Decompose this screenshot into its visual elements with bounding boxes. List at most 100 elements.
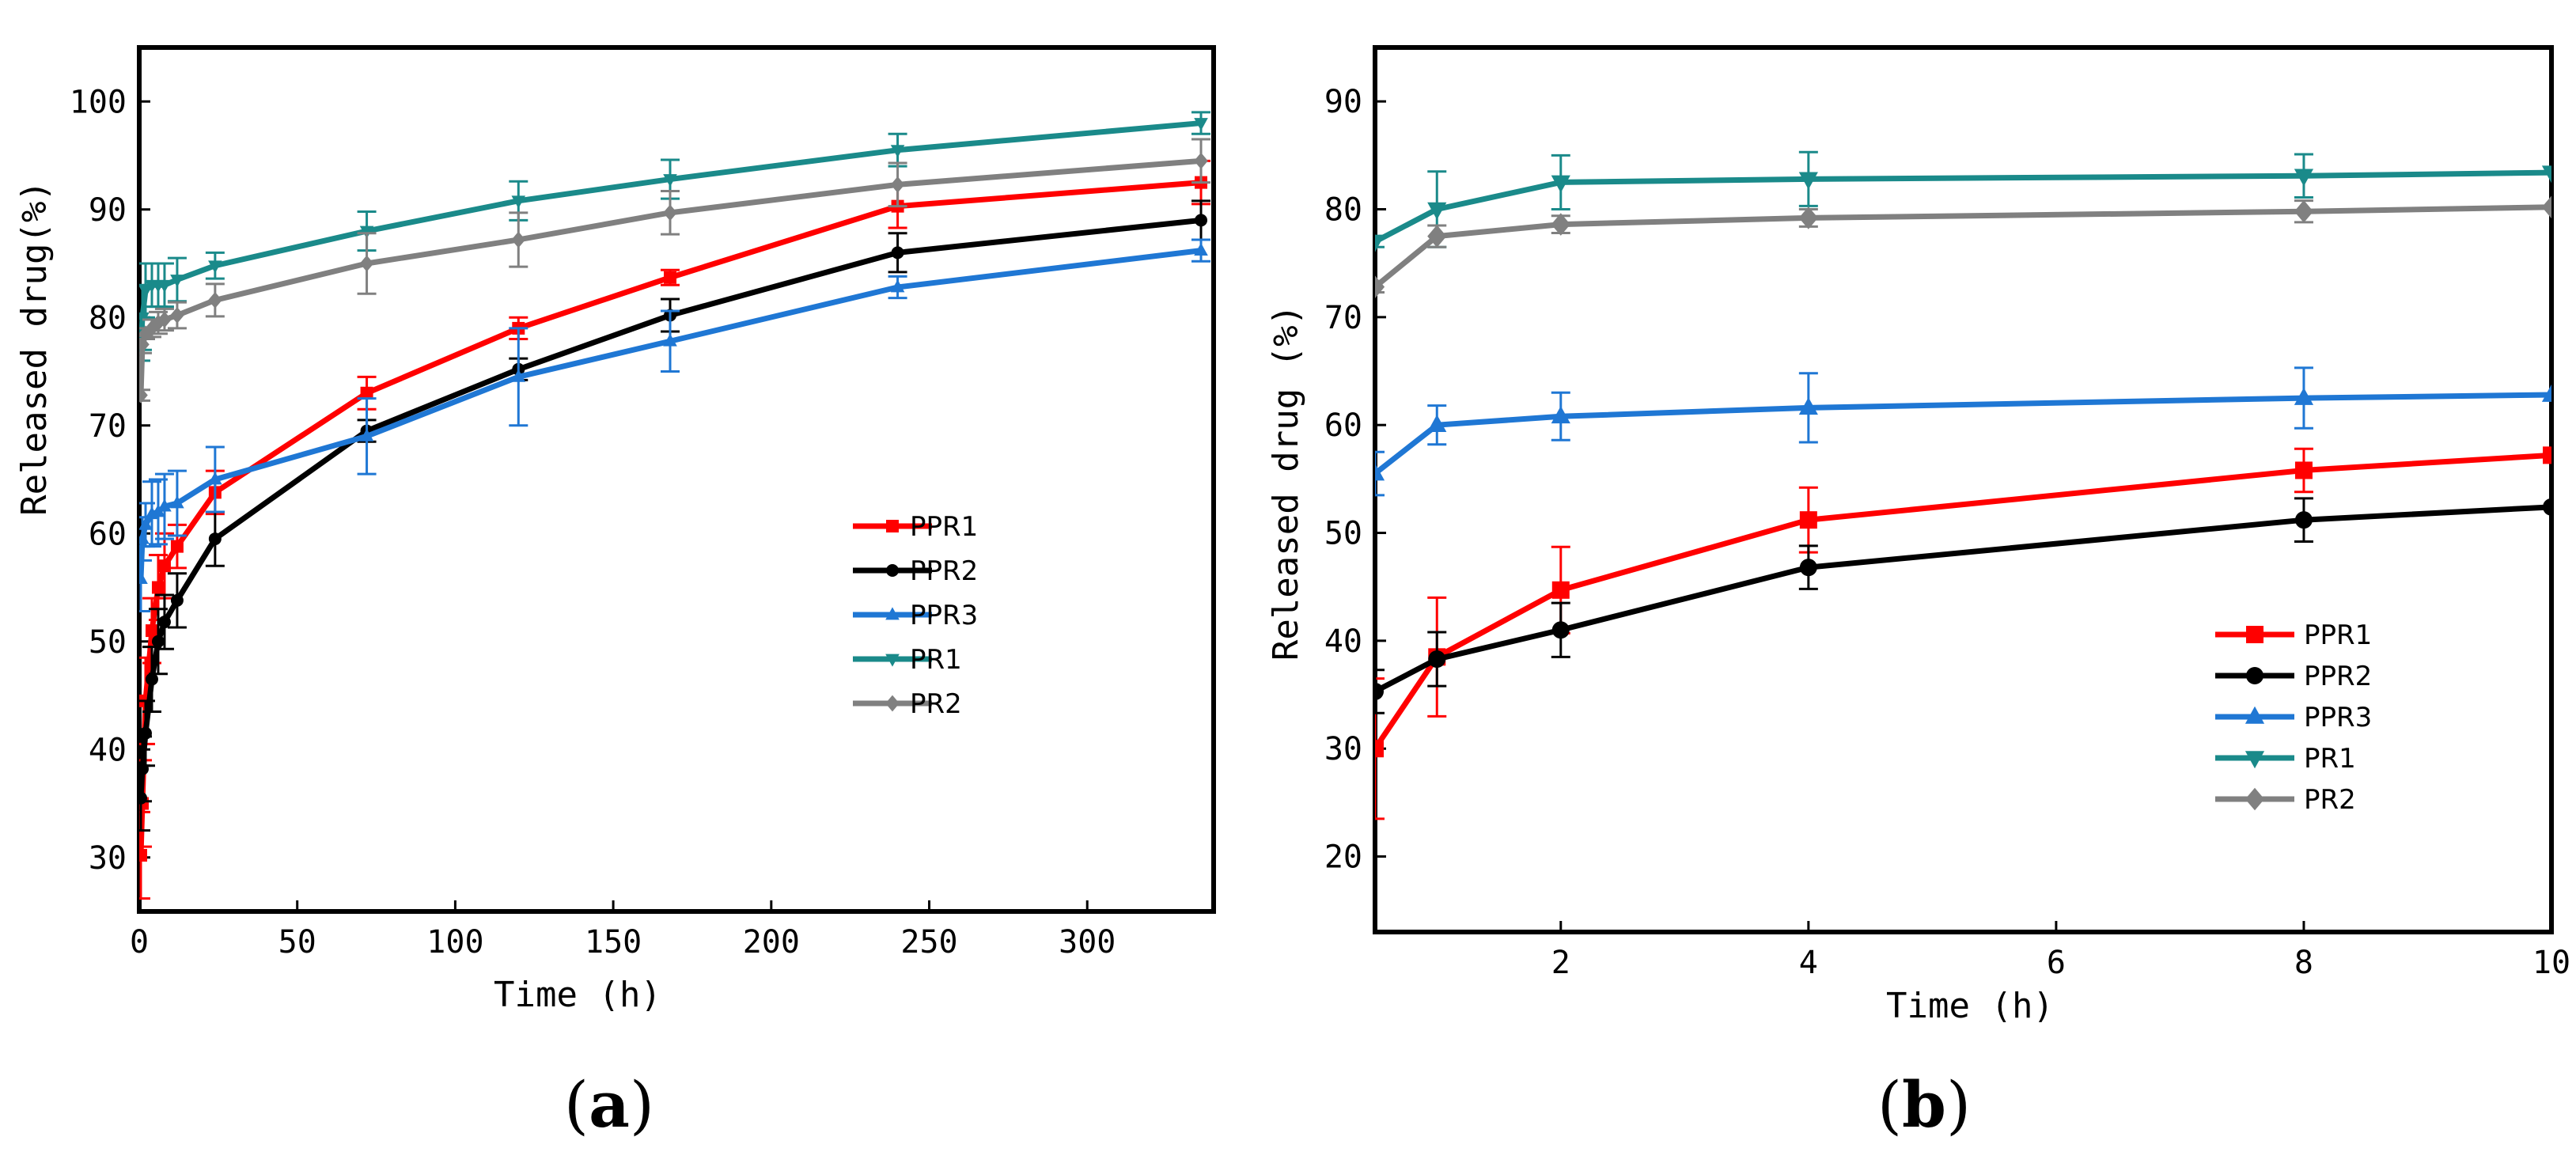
data-point <box>891 246 904 260</box>
data-point <box>360 386 373 400</box>
data-point <box>890 279 905 293</box>
data-point <box>511 231 526 248</box>
y-tick-label: 20 <box>1324 839 1362 876</box>
y-tick-label: 50 <box>1324 516 1362 552</box>
data-point <box>2294 461 2313 479</box>
data-point <box>145 673 158 686</box>
series-pr2 <box>1375 195 2551 298</box>
data-point <box>1551 213 1570 236</box>
legend-label: PPR2 <box>2304 661 2372 692</box>
y-tick-label: 50 <box>89 624 127 661</box>
y-tick-label: 70 <box>1324 300 1362 336</box>
panel-a-chart: 0 50 100 150 200 250 300 30 40 50 60 70 80 90 100 PPR1… <box>14 45 1216 1142</box>
x-tick-label: 200 <box>743 924 800 961</box>
data-point <box>2294 169 2314 187</box>
data-point <box>139 387 148 404</box>
x-tick-label: 50 <box>278 924 316 961</box>
data-point <box>157 498 172 512</box>
data-point <box>1194 118 1208 131</box>
panel-b-label-letter: b <box>1902 1067 1946 1142</box>
y-tick-label: 90 <box>89 192 127 229</box>
error-bar <box>1375 677 1385 820</box>
data-point <box>359 255 374 272</box>
data-point <box>1427 202 1447 220</box>
data-point <box>157 279 172 293</box>
legend-marker <box>2245 706 2265 724</box>
error-bar <box>1375 280 1385 294</box>
panel-b-chart: 2 4 6 8 10 20 30 40 50 60 70 80 90 PPR1 PPR2 PPR3 PR1 PR… <box>1266 45 2570 1142</box>
y-tick-label: 90 <box>1324 84 1362 120</box>
data-point <box>1799 511 1817 529</box>
data-point <box>1427 225 1447 248</box>
panel-a-xlabel: Time (h) <box>494 975 661 1015</box>
x-tick-label: 150 <box>585 924 642 961</box>
data-point <box>2294 199 2314 223</box>
data-point <box>1375 463 1385 481</box>
legend-marker <box>2246 667 2263 684</box>
legend-item-ppr1: PPR1 <box>2215 619 2372 651</box>
panel-b-legend: PPR1 PPR2 PPR3 PR1 PR2 <box>2215 619 2372 816</box>
legend-label: PR2 <box>910 688 962 720</box>
panel-b-series <box>1375 150 2551 820</box>
data-point <box>1194 152 1208 169</box>
series-ppr2 <box>139 199 1211 832</box>
data-point <box>2543 498 2551 516</box>
data-point <box>208 260 222 274</box>
data-point <box>511 195 526 209</box>
panel-b-ylabel: Released drug (%) <box>1266 305 1306 661</box>
data-point <box>663 204 677 222</box>
data-point <box>1551 621 1570 639</box>
legend-marker <box>885 695 900 712</box>
legend-item-ppr1: PPR1 <box>853 511 978 543</box>
x-tick-label: 2 <box>1551 945 1570 981</box>
data-point <box>170 495 184 509</box>
data-point <box>664 271 677 284</box>
data-point <box>151 635 165 648</box>
legend-item-pr2: PR2 <box>2215 784 2356 816</box>
legend-label: PPR3 <box>2304 702 2372 733</box>
data-point <box>170 307 184 324</box>
panel-a-label-letter: a <box>589 1067 630 1142</box>
data-point <box>170 593 184 607</box>
series-pr1 <box>1375 150 2551 252</box>
data-point <box>1375 234 1385 252</box>
legend-label: PPR1 <box>910 511 978 543</box>
data-point <box>359 428 374 441</box>
legend-marker <box>886 564 899 577</box>
data-point <box>890 145 905 158</box>
data-point <box>157 311 172 328</box>
series-ppr3 <box>139 238 1211 613</box>
data-point <box>890 176 905 193</box>
legend-item-ppr3: PPR3 <box>853 600 978 631</box>
y-tick-label: 30 <box>1324 731 1362 767</box>
data-point <box>2541 384 2551 402</box>
legend-item-ppr2: PPR2 <box>2215 661 2372 692</box>
legend-label: PPR3 <box>910 600 978 631</box>
x-tick-label: 6 <box>2047 945 2066 981</box>
data-point <box>1799 559 1817 577</box>
data-point <box>139 517 153 530</box>
series-line-pr1 <box>1375 169 2551 244</box>
data-point <box>139 531 150 544</box>
legend-item-ppr2: PPR2 <box>853 555 978 587</box>
data-point <box>1551 406 1570 424</box>
data-point <box>2294 511 2313 529</box>
series-ppr3 <box>1375 366 2551 497</box>
legend-item-pr1: PR1 <box>2215 743 2356 775</box>
data-point <box>1798 206 1818 229</box>
legend-label: PR1 <box>2304 743 2356 775</box>
data-point <box>2541 195 2551 219</box>
series-line-pr2 <box>1375 204 2551 290</box>
data-point <box>139 726 152 740</box>
data-point <box>139 849 147 862</box>
data-point <box>1551 175 1570 193</box>
panel-a-series <box>139 111 1211 900</box>
x-tick-label: 100 <box>426 924 483 961</box>
series-line-ppr1 <box>1375 452 2551 751</box>
data-point <box>139 335 150 353</box>
x-tick-label: 0 <box>130 924 149 961</box>
y-tick-label: 30 <box>89 840 127 877</box>
x-tick-label: 10 <box>2532 945 2570 981</box>
data-point <box>1375 740 1384 758</box>
